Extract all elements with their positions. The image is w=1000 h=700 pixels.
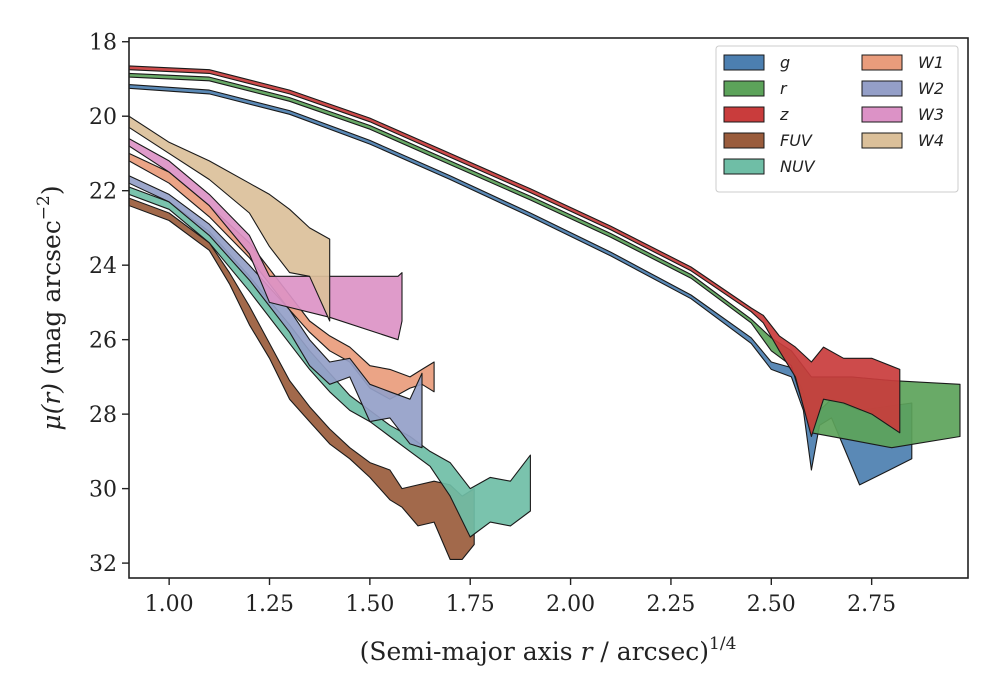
series-bands xyxy=(129,65,961,560)
series-band-g xyxy=(129,84,913,486)
y-tick-label: 18 xyxy=(89,31,117,56)
plot-frame xyxy=(128,37,969,579)
x-axis-label-post: / arcsec) xyxy=(592,637,709,666)
y-axis-label-exp: −2 xyxy=(34,195,54,220)
series-layer xyxy=(129,65,961,560)
y-tick-label: 32 xyxy=(89,552,117,577)
legend-label-w2: W2 xyxy=(918,79,944,98)
legend-label-r: r xyxy=(780,79,788,98)
legend-swatch-nuv xyxy=(723,158,765,175)
x-tick-label: 2.25 xyxy=(646,592,695,617)
x-tick-label: 1.00 xyxy=(145,592,194,617)
x-tick-label: 1.25 xyxy=(245,592,294,617)
legend-swatch-w3 xyxy=(861,106,903,123)
series-band-w2 xyxy=(129,175,423,449)
y-tick-label: 28 xyxy=(89,403,117,428)
legend-label-w3: W3 xyxy=(918,105,944,124)
y-axis-label-math: μ(r) xyxy=(37,383,66,431)
x-axis: 1.00 1.25 1.50 1.75 2.00 2.25 2.50 2.75 xyxy=(145,578,896,617)
y-tick-label: 24 xyxy=(89,254,117,279)
legend-label-fuv: FUV xyxy=(780,131,813,150)
y-tick-label: 30 xyxy=(89,478,117,503)
y-tick-label: 22 xyxy=(89,180,117,205)
series-band-z xyxy=(129,65,901,438)
legend-label-nuv: NUV xyxy=(780,157,816,176)
x-axis-label-exp: 1/4 xyxy=(709,634,736,654)
x-axis-label-pre: (Semi-major axis xyxy=(360,637,581,666)
legend-swatch-w2 xyxy=(861,80,903,97)
x-axis-label-var: r xyxy=(581,637,595,666)
legend-label-w1: W1 xyxy=(918,53,944,72)
y-axis-label-close: ) xyxy=(37,185,66,195)
legend-label-z: z xyxy=(779,105,789,124)
series-band-w3 xyxy=(129,138,403,341)
legend-swatch-g xyxy=(723,54,765,71)
legend-swatch-z xyxy=(723,106,765,123)
x-tick-label: 2.50 xyxy=(747,592,796,617)
legend-label-g: g xyxy=(780,53,790,72)
x-tick-label: 2.75 xyxy=(847,592,896,617)
x-tick-label: 2.00 xyxy=(546,592,595,617)
y-tick-label: 20 xyxy=(89,105,117,130)
x-axis-label: (Semi-major axis r / arcsec)1/4 xyxy=(360,634,737,666)
y-axis-label: μ(r) (mag arcsec−2) xyxy=(34,185,66,430)
legend-swatch-w4 xyxy=(861,132,903,149)
series-band-w4 xyxy=(129,115,331,322)
legend-swatch-r xyxy=(723,80,765,97)
series-band-fuv xyxy=(129,197,475,560)
legend-items: grz FUV NUV W1 W2 W3 W4 xyxy=(723,53,944,176)
legend: grz FUV NUV W1 W2 W3 W4 xyxy=(715,45,959,193)
x-tick-label: 1.75 xyxy=(446,592,495,617)
y-tick-label: 26 xyxy=(89,329,117,354)
y-axis: 18 20 22 24 26 28 30 32 xyxy=(89,31,129,577)
legend-swatch-fuv xyxy=(723,132,765,149)
y-axis-label-rest: (mag arcsec xyxy=(37,220,66,383)
legend-label-w4: W4 xyxy=(918,131,944,150)
x-tick-label: 1.50 xyxy=(345,592,394,617)
legend-swatch-w1 xyxy=(861,54,903,71)
